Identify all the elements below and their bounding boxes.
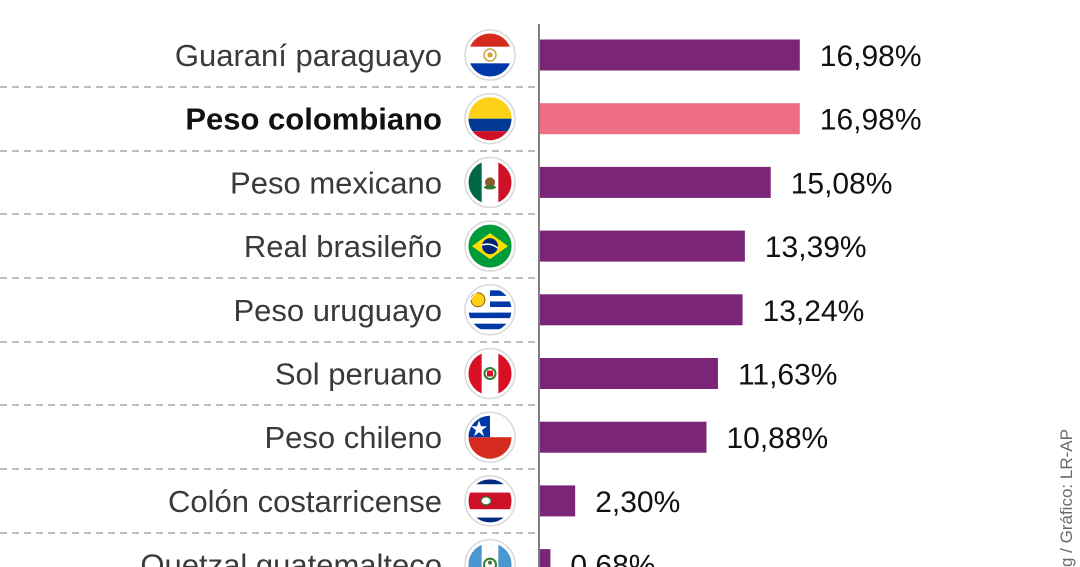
category-label: Peso mexicano xyxy=(230,165,442,200)
bar-row: Quetzal guatemalteco 0,68% xyxy=(140,538,655,567)
bar-row: Sol peruano 11,63% xyxy=(275,347,838,400)
mexico-flag-icon xyxy=(464,156,516,209)
value-label: 10,88% xyxy=(726,422,828,455)
costa-rica-flag-icon xyxy=(464,475,516,527)
value-label: 15,08% xyxy=(791,167,893,200)
value-label: 16,98% xyxy=(820,104,922,137)
value-label: 2,30% xyxy=(595,486,680,519)
bar-row: Colón costarricense 2,30% xyxy=(168,475,680,527)
category-label: Colón costarricense xyxy=(168,484,442,519)
category-label: Quetzal guatemalteco xyxy=(140,548,442,567)
value-label: 11,63% xyxy=(738,359,838,392)
value-label: 0,68% xyxy=(570,550,655,567)
bar-row: Peso uruguayo 13,24% xyxy=(233,284,865,336)
value-label: 16,98% xyxy=(820,40,922,73)
category-label: Peso uruguayo xyxy=(233,293,442,328)
category-label: Peso colombiano xyxy=(185,102,442,137)
bar xyxy=(540,485,576,517)
credit-text: g / Gráfico: LR-AP xyxy=(1057,429,1076,567)
bar-row: Peso colombiano 16,98% xyxy=(185,92,922,145)
bar-row: Peso mexicano 15,08% xyxy=(230,156,893,209)
category-label: Guaraní paraguayo xyxy=(175,38,442,73)
bar xyxy=(540,166,771,198)
bar-row: Peso chileno 10,88% xyxy=(264,411,828,463)
bar xyxy=(540,230,745,262)
bar-row: Real brasileño 13,39% xyxy=(244,220,867,272)
colombia-flag-icon xyxy=(464,92,516,145)
category-label: Real brasileño xyxy=(244,229,442,264)
bar xyxy=(540,103,800,135)
category-label: Peso chileno xyxy=(264,420,442,455)
peru-flag-icon xyxy=(464,347,516,400)
brazil-flag-icon xyxy=(464,220,516,272)
bar xyxy=(540,39,800,71)
bar-row: Guaraní paraguayo 16,98% xyxy=(175,29,922,81)
row-separators xyxy=(0,86,539,534)
bar xyxy=(540,549,551,567)
uruguay-flag-icon xyxy=(464,284,516,336)
chart-rows: Guaraní paraguayo 16,98% Peso colombiano 16… xyxy=(140,29,922,567)
value-label: 13,24% xyxy=(763,295,865,328)
guatemala-flag-icon xyxy=(464,538,516,567)
bar xyxy=(540,358,718,389)
chile-flag-icon xyxy=(464,411,516,463)
category-label: Sol peruano xyxy=(275,357,442,392)
bar xyxy=(540,421,707,453)
value-label: 13,39% xyxy=(765,231,867,264)
paraguay-flag-icon xyxy=(464,29,516,81)
bar xyxy=(540,294,743,326)
